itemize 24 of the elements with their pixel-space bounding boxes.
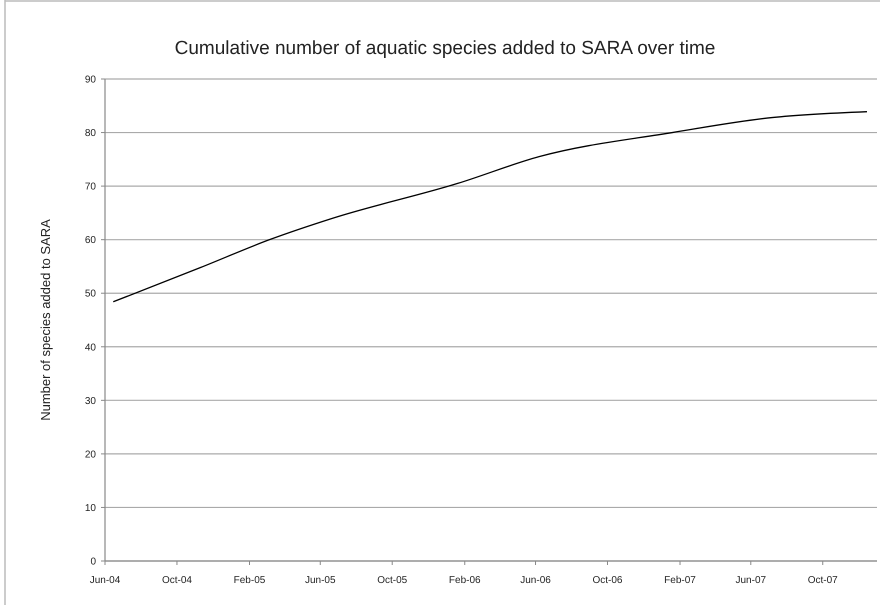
x-tick-label: Jun-06 (520, 575, 552, 586)
y-axis-title: Number of species added to SARA (38, 218, 53, 421)
x-tick-label: Oct-06 (592, 575, 623, 586)
chart-title: Cumulative number of aquatic species added to SARA over time (174, 38, 716, 59)
x-tick-label: Feb-05 (234, 575, 266, 586)
x-tick-label: Feb-07 (664, 575, 696, 586)
y-tick-label: 40 (84, 342, 96, 354)
y-tick-label: 30 (84, 396, 96, 407)
x-tick-label: Jun-04 (90, 575, 121, 586)
y-tick-label: 0 (90, 556, 96, 568)
x-tick-label: Jun-05 (304, 575, 336, 586)
y-tick-label: 10 (84, 502, 96, 514)
x-tick-label: Oct-07 (808, 575, 838, 586)
x-tick-label: Jun-07 (736, 575, 767, 586)
line-series (112, 111, 868, 302)
y-tick-label: 90 (84, 74, 96, 86)
y-tick-label: 60 (84, 235, 96, 246)
y-tick-label: 80 (84, 128, 96, 140)
x-tick-label: Oct-04 (162, 575, 192, 586)
y-tick-label: 20 (84, 449, 96, 460)
x-tick-label: Feb-06 (448, 575, 482, 586)
y-tick-label: 70 (84, 182, 96, 193)
y-tick-label: 50 (84, 288, 96, 300)
x-tick-label: Oct-05 (377, 575, 408, 586)
